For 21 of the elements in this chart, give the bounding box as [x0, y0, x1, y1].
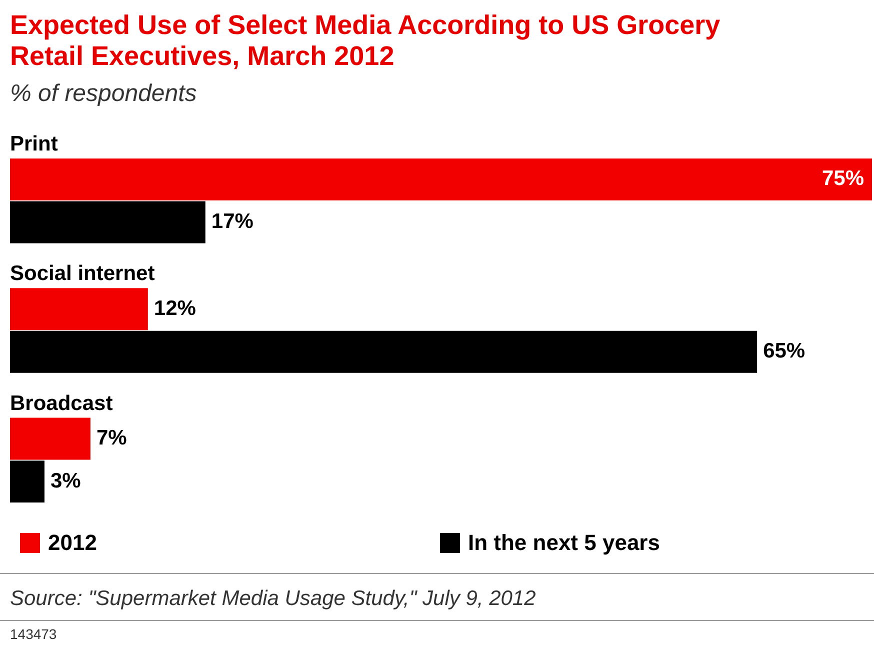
legend-label: 2012	[48, 530, 97, 556]
data-label: 65%	[763, 340, 806, 363]
data-label: 17%	[211, 210, 254, 234]
legend-label: In the next 5 years	[468, 530, 660, 556]
bar	[10, 201, 206, 244]
bar	[10, 330, 758, 373]
text: 143473	[10, 626, 57, 642]
bar	[10, 158, 872, 200]
data-label: 12%	[154, 296, 196, 320]
data-label: 7%	[96, 426, 128, 450]
bar	[10, 288, 148, 330]
y-tick-label: Print	[10, 132, 58, 156]
bar	[10, 418, 90, 460]
chart-title: Expected Use of Select Media According to US Grocery Retail Executives, March 2012	[10, 10, 722, 72]
y-tick-label: Social internet	[10, 262, 155, 286]
data-label: 3%	[50, 469, 82, 492]
source-note: Source: "Supermarket Media Usage Study," July 9, 2012	[10, 587, 536, 611]
y-tick-label: Broadcast	[10, 392, 113, 415]
bar	[10, 460, 44, 503]
data-label: 75%	[822, 167, 864, 190]
chart-subtitle: % of respondents	[10, 80, 197, 108]
